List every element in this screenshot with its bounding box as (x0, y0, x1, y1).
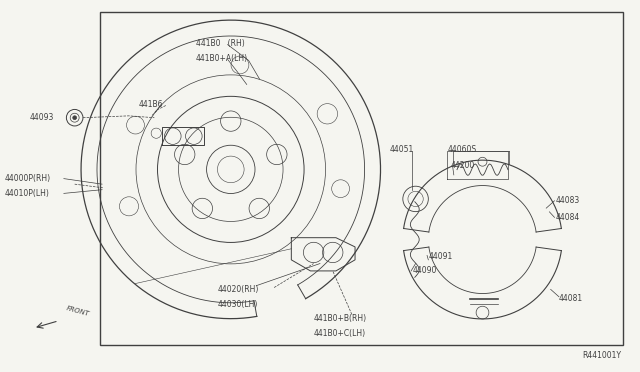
Text: 44090: 44090 (412, 266, 436, 275)
Text: 441B0+C(LH): 441B0+C(LH) (314, 329, 365, 338)
Bar (100, 13, 623, 345)
Text: 44051: 44051 (390, 145, 414, 154)
Text: 44000P(RH): 44000P(RH) (4, 174, 51, 183)
Text: 44083: 44083 (556, 196, 580, 205)
Text: 44091: 44091 (428, 251, 452, 261)
Text: 441B0+B(RH): 441B0+B(RH) (314, 314, 367, 323)
Text: 44200: 44200 (451, 161, 475, 170)
Text: 441B6: 441B6 (138, 100, 163, 109)
Ellipse shape (73, 116, 77, 120)
Text: 44093: 44093 (30, 113, 54, 122)
Text: 44081: 44081 (559, 294, 583, 303)
Text: 44010P(LH): 44010P(LH) (4, 189, 49, 198)
Text: FRONT: FRONT (65, 305, 90, 317)
Text: 441B0+A(LH): 441B0+A(LH) (196, 54, 248, 63)
Text: 44084: 44084 (556, 213, 580, 222)
Text: 441B0   (RH): 441B0 (RH) (196, 39, 244, 48)
Text: 44030(LH): 44030(LH) (218, 300, 259, 309)
Text: 44060S: 44060S (447, 145, 477, 154)
Text: R441001Y: R441001Y (582, 350, 621, 359)
Text: 44020(RH): 44020(RH) (218, 285, 259, 294)
